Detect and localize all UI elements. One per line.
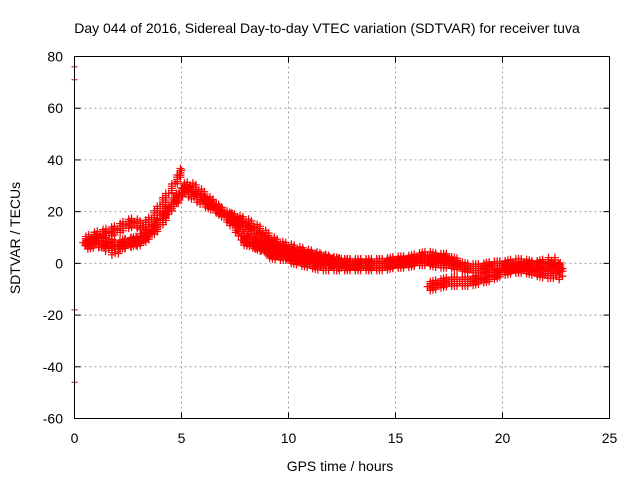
data-point <box>538 264 547 273</box>
data-point <box>127 223 136 232</box>
data-point <box>420 261 429 270</box>
x-tick-label: 10 <box>281 430 297 446</box>
data-point <box>388 261 397 270</box>
data-point <box>89 243 98 252</box>
y-tick-label: 80 <box>47 49 63 65</box>
y-tick-label: -60 <box>43 411 63 427</box>
y-tick-label: 0 <box>55 255 63 271</box>
data-point <box>183 187 192 196</box>
data-point <box>174 199 183 208</box>
chart-title: Day 044 of 2016, Sidereal Day-to-day VTE… <box>74 20 580 36</box>
plot-frame <box>74 56 610 419</box>
x-tick-label: 20 <box>495 430 511 446</box>
data-point <box>495 266 504 275</box>
data-point <box>463 281 472 290</box>
y-axis-label: SDTVAR / TECUs <box>7 182 23 294</box>
data-point <box>346 266 355 275</box>
y-tick-label: 20 <box>47 204 63 220</box>
y-tick-label: -40 <box>43 359 63 375</box>
data-point <box>119 226 128 235</box>
y-tick-label: 60 <box>47 100 63 116</box>
y-tick-label: -20 <box>43 307 63 323</box>
data-point <box>158 220 167 229</box>
data-point <box>442 282 451 291</box>
data-point <box>431 285 440 294</box>
data-points <box>71 66 567 383</box>
data-point <box>153 227 162 236</box>
axis-ticks: 0 5 10 15 20 25 -60 -40 -20 0 20 40 60 80 <box>43 49 618 447</box>
data-point <box>378 263 387 272</box>
data-point <box>127 243 136 252</box>
data-point <box>173 179 182 188</box>
data-point <box>485 277 494 286</box>
data-point <box>356 264 365 273</box>
data-point <box>136 241 145 250</box>
data-point <box>485 266 494 275</box>
data-point <box>161 216 170 225</box>
data-point <box>517 263 526 272</box>
data-point <box>120 244 129 253</box>
data-point <box>176 173 185 182</box>
data-point <box>167 206 176 215</box>
data-point <box>114 249 123 258</box>
data-point <box>144 235 153 244</box>
y-tick-label: 40 <box>47 152 63 168</box>
x-tick-label: 25 <box>602 430 618 446</box>
data-point <box>177 192 186 201</box>
data-point <box>177 166 186 175</box>
data-point <box>506 264 515 273</box>
x-tick-label: 0 <box>71 430 79 446</box>
x-axis-label: GPS time / hours <box>287 458 394 474</box>
x-tick-label: 15 <box>388 430 404 446</box>
data-point <box>474 279 483 288</box>
data-point <box>167 188 176 197</box>
data-point <box>442 263 451 272</box>
x-tick-label: 5 <box>178 430 186 446</box>
data-point <box>558 267 567 276</box>
